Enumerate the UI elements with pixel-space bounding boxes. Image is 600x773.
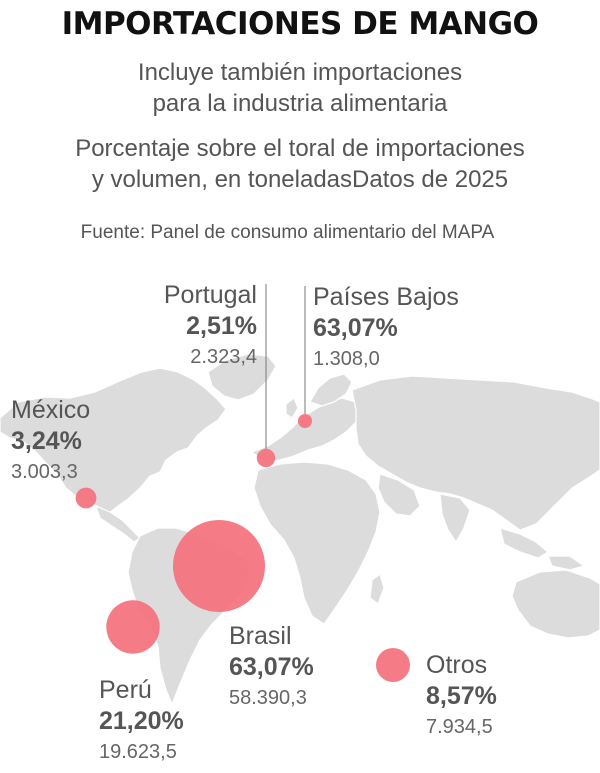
- label-peru-vol: 19.623,5: [99, 741, 177, 763]
- label-paises-bajos: Países Bajos 63,07% 1.308,0: [313, 283, 459, 370]
- label-brasil-pct: 63,07%: [229, 653, 314, 681]
- india-shape: [439, 493, 471, 543]
- label-paises-bajos-vol: 1.308,0: [313, 348, 380, 370]
- label-portugal-vol: 2.323,4: [190, 346, 257, 368]
- se-asia-shape: [499, 527, 549, 559]
- australia-shape: [511, 569, 600, 639]
- label-peru: Perú 21,20% 19.623,5: [99, 676, 184, 763]
- bubble-mexico: [75, 487, 97, 509]
- bubbles: [75, 414, 410, 682]
- land-masses: [0, 353, 600, 705]
- label-brasil-vol: 58.390,3: [229, 687, 307, 709]
- label-otros-vol: 7.934,5: [426, 716, 493, 738]
- arabia-shape: [377, 473, 421, 517]
- label-otros-name: Otros: [426, 651, 488, 679]
- central-america-shape: [95, 505, 141, 543]
- bubble-otros: [376, 648, 410, 682]
- bubble-peru: [106, 600, 160, 654]
- bubble-portugal: [256, 448, 276, 468]
- label-otros-pct: 8,57%: [426, 682, 497, 710]
- subtitle-note: Incluye también importaciones para la in…: [0, 57, 600, 119]
- source-note: Fuente: Panel de consumo alimentario del…: [80, 222, 495, 243]
- label-paises-bajos-name: Países Bajos: [313, 283, 459, 311]
- label-mexico: México 3,24% 3.003,3: [11, 396, 91, 483]
- greenland-shape: [207, 353, 277, 401]
- label-peru-pct: 21,20%: [99, 707, 184, 735]
- label-portugal-name: Portugal: [163, 281, 257, 309]
- chart-title: IMPORTACIONES DE MANGO: [61, 6, 539, 42]
- label-mexico-vol: 3.003,3: [11, 461, 78, 483]
- subtitle-units: Porcentaje sobre el toral de importacion…: [0, 133, 600, 195]
- papua-shape: [547, 555, 585, 571]
- label-paises-bajos-pct: 63,07%: [313, 314, 398, 342]
- subtitle-note-line-1: Incluye también importaciones: [137, 59, 463, 86]
- label-brasil: Brasil 63,07% 58.390,3: [229, 622, 314, 709]
- bubble-paises-bajos: [298, 414, 312, 428]
- madagascar-shape: [369, 573, 385, 605]
- africa-shape: [253, 461, 381, 625]
- label-portugal: Portugal 2,51% 2.323,4: [163, 281, 257, 368]
- leader-lines: [265, 284, 306, 449]
- label-mexico-name: México: [11, 396, 91, 424]
- uk-shape: [285, 397, 299, 419]
- label-brasil-name: Brasil: [229, 622, 292, 650]
- subtitle-note-line-2: para la industria alimentaria: [152, 90, 448, 117]
- bubble-brasil: [173, 520, 265, 612]
- subtitle-units-line-1: Porcentaje sobre el toral de importacion…: [75, 135, 525, 162]
- subtitle-units-line-2: y volumen, en toneladasDatos de 2025: [91, 166, 509, 193]
- asia-shape: [351, 375, 600, 531]
- north-america-shape: [0, 367, 227, 515]
- label-mexico-pct: 3,24%: [11, 427, 82, 455]
- scandinavia-shape: [309, 373, 353, 407]
- label-otros: Otros 8,57% 7.934,5: [426, 651, 497, 738]
- label-portugal-pct: 2,51%: [186, 312, 257, 340]
- label-peru-name: Perú: [99, 676, 152, 704]
